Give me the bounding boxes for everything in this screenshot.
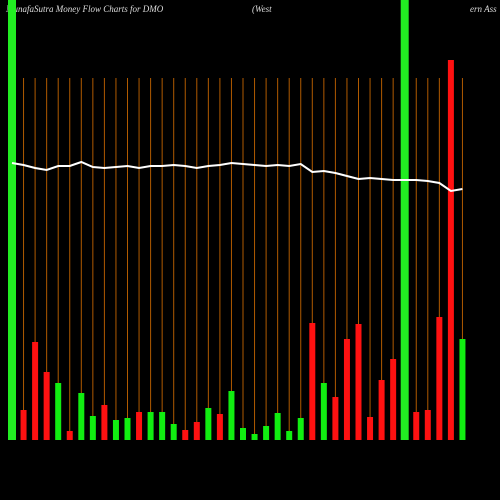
bar: [274, 413, 281, 440]
bar: [343, 339, 350, 440]
bar: [147, 412, 154, 440]
bar: [216, 414, 223, 440]
bar: [355, 324, 362, 440]
bar: [66, 431, 73, 440]
bar: [378, 380, 385, 440]
highlight-bar: [8, 0, 16, 440]
bar: [101, 405, 108, 440]
chart-subtitle-tail: ern Ass: [470, 4, 497, 14]
bar: [55, 383, 62, 440]
bar: [332, 397, 339, 440]
price-line: [11, 160, 463, 193]
bar: [112, 420, 119, 440]
bar: [124, 418, 131, 440]
bar: [228, 391, 235, 440]
bar: [436, 317, 443, 440]
bar: [136, 412, 143, 440]
bar: [320, 383, 327, 440]
chart-title: MunafaSutra Money Flow Charts for DMO: [5, 4, 164, 14]
bar: [89, 416, 96, 440]
bar: [78, 393, 85, 440]
bar: [390, 359, 397, 440]
bar: [424, 410, 431, 440]
chart-subtitle: (West: [252, 4, 272, 14]
bar: [182, 430, 189, 440]
bar: [309, 323, 316, 440]
bar: [240, 428, 246, 440]
bar: [447, 60, 454, 440]
bar: [297, 418, 304, 440]
bar: [367, 417, 374, 440]
bar: [159, 412, 166, 440]
bar: [20, 410, 27, 440]
bar: [205, 408, 212, 440]
bar: [413, 412, 420, 440]
bar: [193, 422, 200, 440]
highlight-bar: [400, 0, 409, 440]
bar: [459, 339, 466, 440]
bar: [251, 434, 258, 440]
bar: [43, 372, 50, 440]
bar: [263, 426, 270, 440]
bar: [32, 342, 39, 440]
bar: [170, 424, 177, 440]
bar: [286, 431, 293, 440]
